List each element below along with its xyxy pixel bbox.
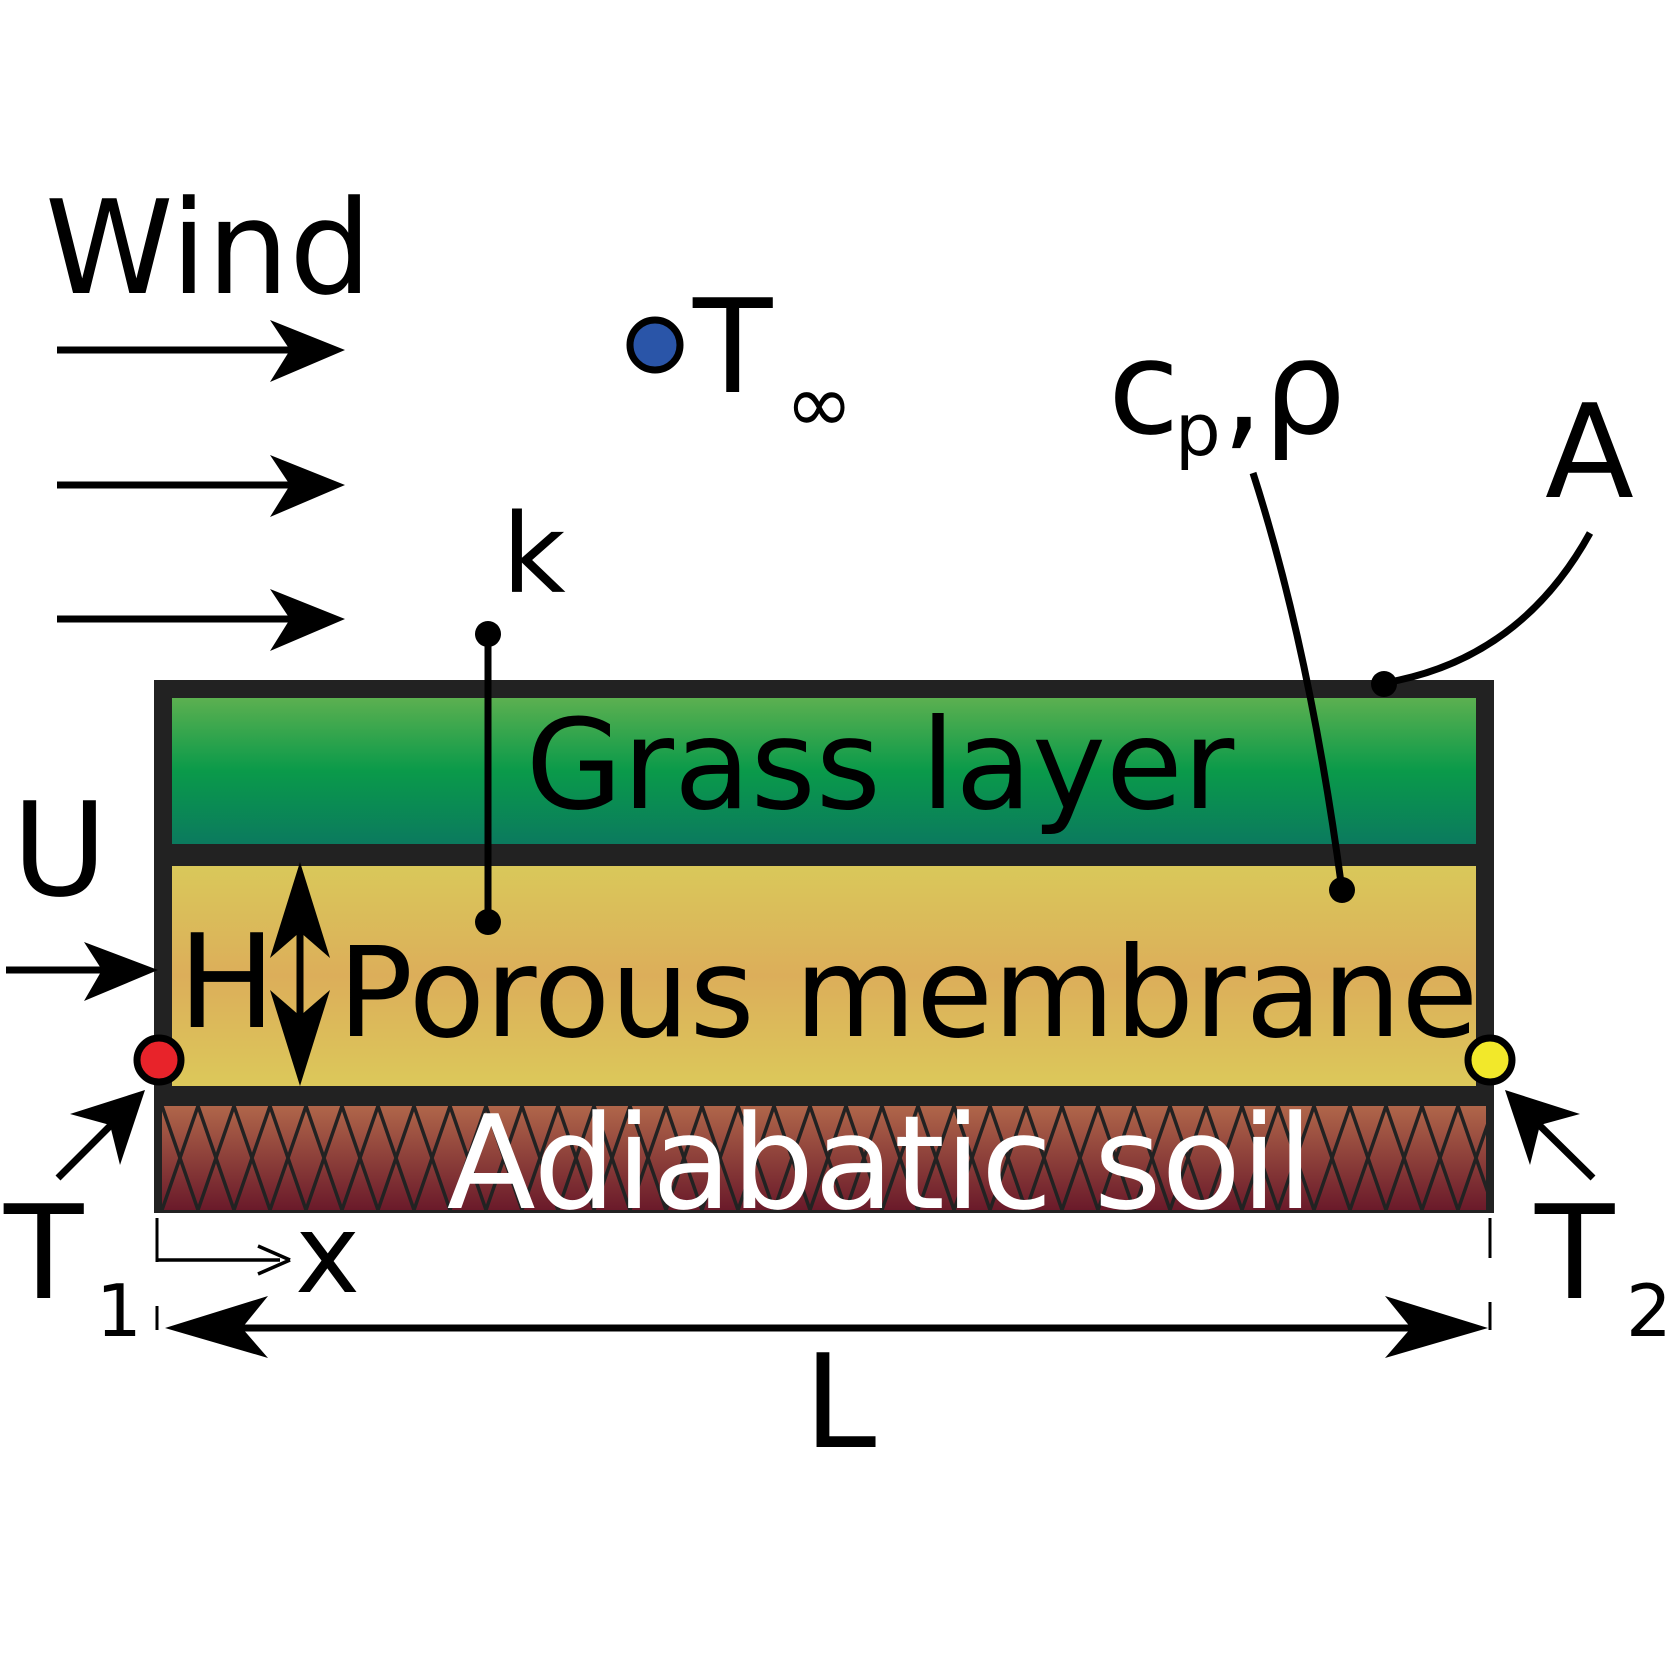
length-dimension <box>155 1218 1492 1358</box>
ambient-temperature-label: T <box>692 271 773 423</box>
adiabatic-soil-label: Adiabatic soil <box>447 1087 1314 1239</box>
ambient-temperature-dot <box>626 316 684 374</box>
porous-membrane-layer <box>172 866 1476 1086</box>
inlet-temperature-label: T <box>3 1177 84 1329</box>
outlet-temperature-label: T <box>1534 1177 1615 1329</box>
heat-capacity-label: c <box>1108 312 1179 464</box>
inlet-temperature-dot <box>133 1034 185 1086</box>
outlet-temperature-dot <box>1464 1034 1516 1086</box>
height-arrow <box>270 862 330 1086</box>
inlet-temperature-arrow <box>55 1090 145 1181</box>
grass-layer-label: Grass layer <box>526 693 1235 838</box>
area-leader <box>1371 531 1594 697</box>
velocity-label: U <box>12 774 107 926</box>
ambient-temperature-subscript: ∞ <box>785 357 853 452</box>
wind-arrow <box>57 589 345 651</box>
soil-hatch <box>162 1106 1486 1210</box>
height-label: H <box>178 906 276 1058</box>
length-label: L <box>804 1326 876 1478</box>
x-coordinate-arrow <box>155 1218 291 1276</box>
density-label: ,ρ <box>1222 312 1346 464</box>
outlet-temperature-subscript: 2 <box>1626 1269 1668 1353</box>
porous-membrane-label: Porous membrane <box>338 921 1479 1066</box>
inlet-temperature-subscript: 1 <box>96 1269 142 1353</box>
grass-layer <box>172 698 1476 844</box>
velocity-arrow <box>6 942 158 1001</box>
heat-capacity-subscript: p <box>1175 388 1221 472</box>
wind-arrow <box>57 455 345 517</box>
wind-label: Wind <box>45 172 372 324</box>
x-coordinate-label: x <box>295 1190 360 1318</box>
conductivity-leader <box>475 621 501 935</box>
conductivity-label: k <box>502 490 566 618</box>
heat-capacity-leader <box>1249 471 1355 903</box>
wind-arrow <box>57 320 345 382</box>
soil-border <box>162 1094 1486 1106</box>
outlet-temperature-arrow <box>1505 1090 1596 1181</box>
area-label: A <box>1545 376 1634 528</box>
